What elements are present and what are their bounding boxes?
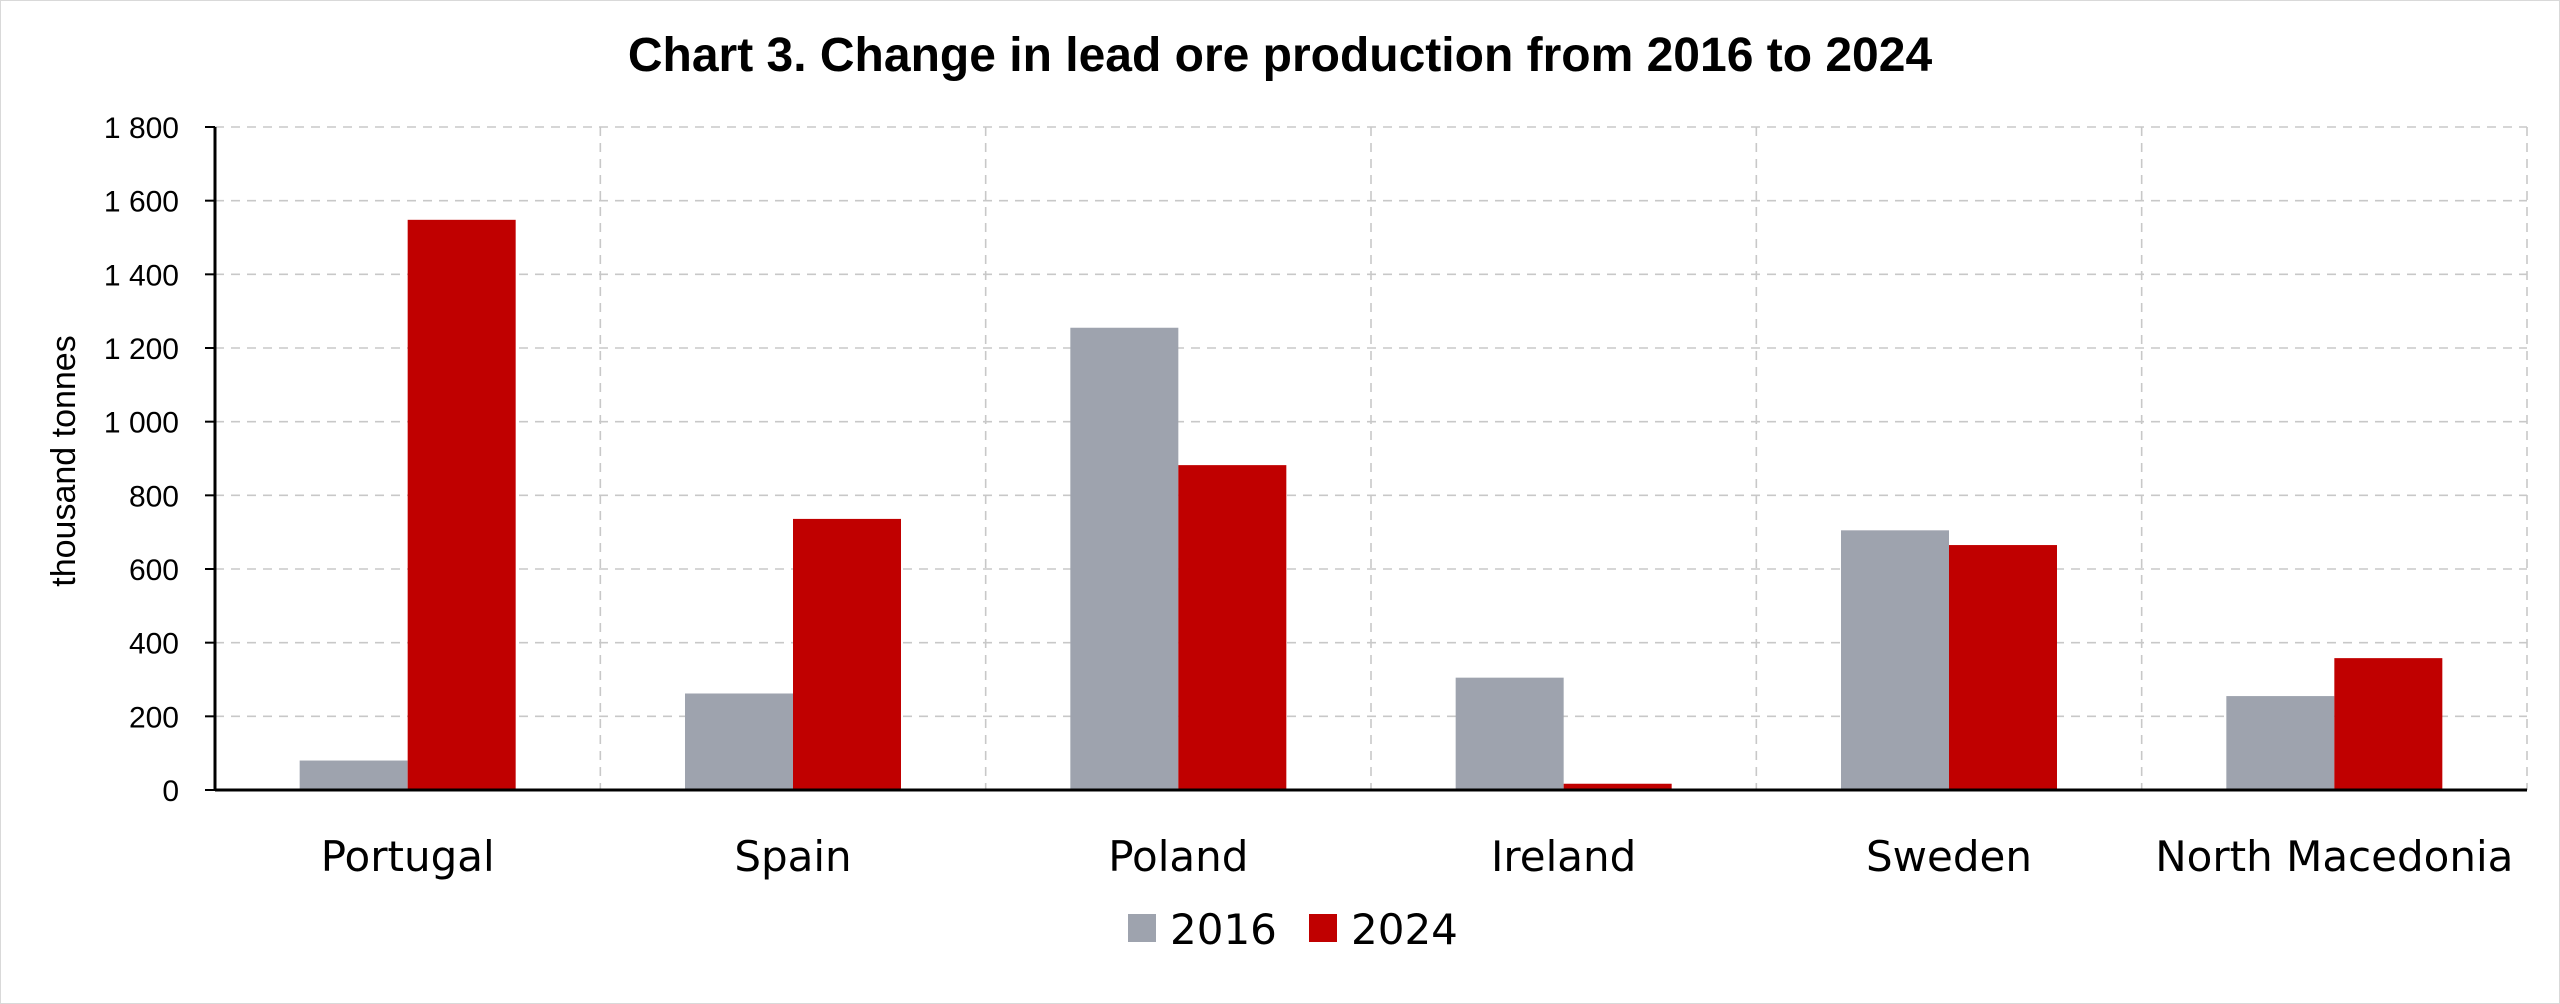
legend-swatch-2016 bbox=[1128, 914, 1156, 942]
bar-2024-north-macedonia bbox=[2334, 658, 2443, 790]
legend-label-2024: 2024 bbox=[1351, 905, 1458, 954]
x-tick-label: Sweden bbox=[1866, 832, 2032, 881]
bar-2024-poland bbox=[1178, 465, 1287, 790]
legend-label-2016: 2016 bbox=[1170, 905, 1277, 954]
x-tick-labels: Portugal Spain Poland Ireland Sweden North Ma… bbox=[321, 832, 2514, 881]
bar-2024-ireland bbox=[1563, 783, 1672, 790]
y-tick-label: 1 200 bbox=[104, 333, 179, 366]
axes bbox=[205, 126, 2527, 792]
x-tick-label: Spain bbox=[734, 832, 851, 881]
bar-2016-poland bbox=[1070, 327, 1179, 790]
legend: 2016 2024 bbox=[1128, 905, 1458, 954]
y-axis-label: thousand tonnes bbox=[45, 335, 83, 586]
x-tick-label: Ireland bbox=[1491, 832, 1636, 881]
y-tick-label: 600 bbox=[129, 554, 179, 587]
y-tick-label: 1 600 bbox=[104, 186, 179, 219]
x-tick-label: North Macedonia bbox=[2155, 832, 2513, 881]
gridlines bbox=[215, 126, 2528, 790]
y-tick-label: 400 bbox=[129, 628, 179, 661]
y-tick-label: 0 bbox=[162, 775, 179, 808]
x-tick-label: Poland bbox=[1108, 832, 1248, 881]
y-tick-label: 1 000 bbox=[104, 407, 179, 440]
bar-2016-portugal bbox=[299, 760, 408, 790]
bar-2016-spain bbox=[685, 693, 793, 790]
bar-2016-ireland bbox=[1455, 677, 1564, 790]
y-tick-label: 1 400 bbox=[104, 259, 179, 292]
y-tick-label: 200 bbox=[129, 701, 179, 734]
y-tick-labels: 0 200 400 600 800 1 000 1 200 1 400 1 600 1 800 bbox=[104, 112, 179, 808]
y-tick-label: 1 800 bbox=[104, 112, 179, 145]
legend-swatch-2024 bbox=[1309, 914, 1337, 942]
chart-title: Chart 3. Change in lead ore production f… bbox=[628, 29, 1933, 82]
bars bbox=[299, 219, 2443, 790]
bar-2024-sweden bbox=[1949, 545, 2057, 790]
bar-2016-north-macedonia bbox=[2226, 696, 2335, 790]
bar-2024-portugal bbox=[407, 219, 516, 790]
y-tick-label: 800 bbox=[129, 480, 179, 513]
bar-2016-sweden bbox=[1841, 530, 1949, 790]
x-tick-label: Portugal bbox=[321, 832, 495, 881]
bar-2024-spain bbox=[793, 518, 901, 790]
